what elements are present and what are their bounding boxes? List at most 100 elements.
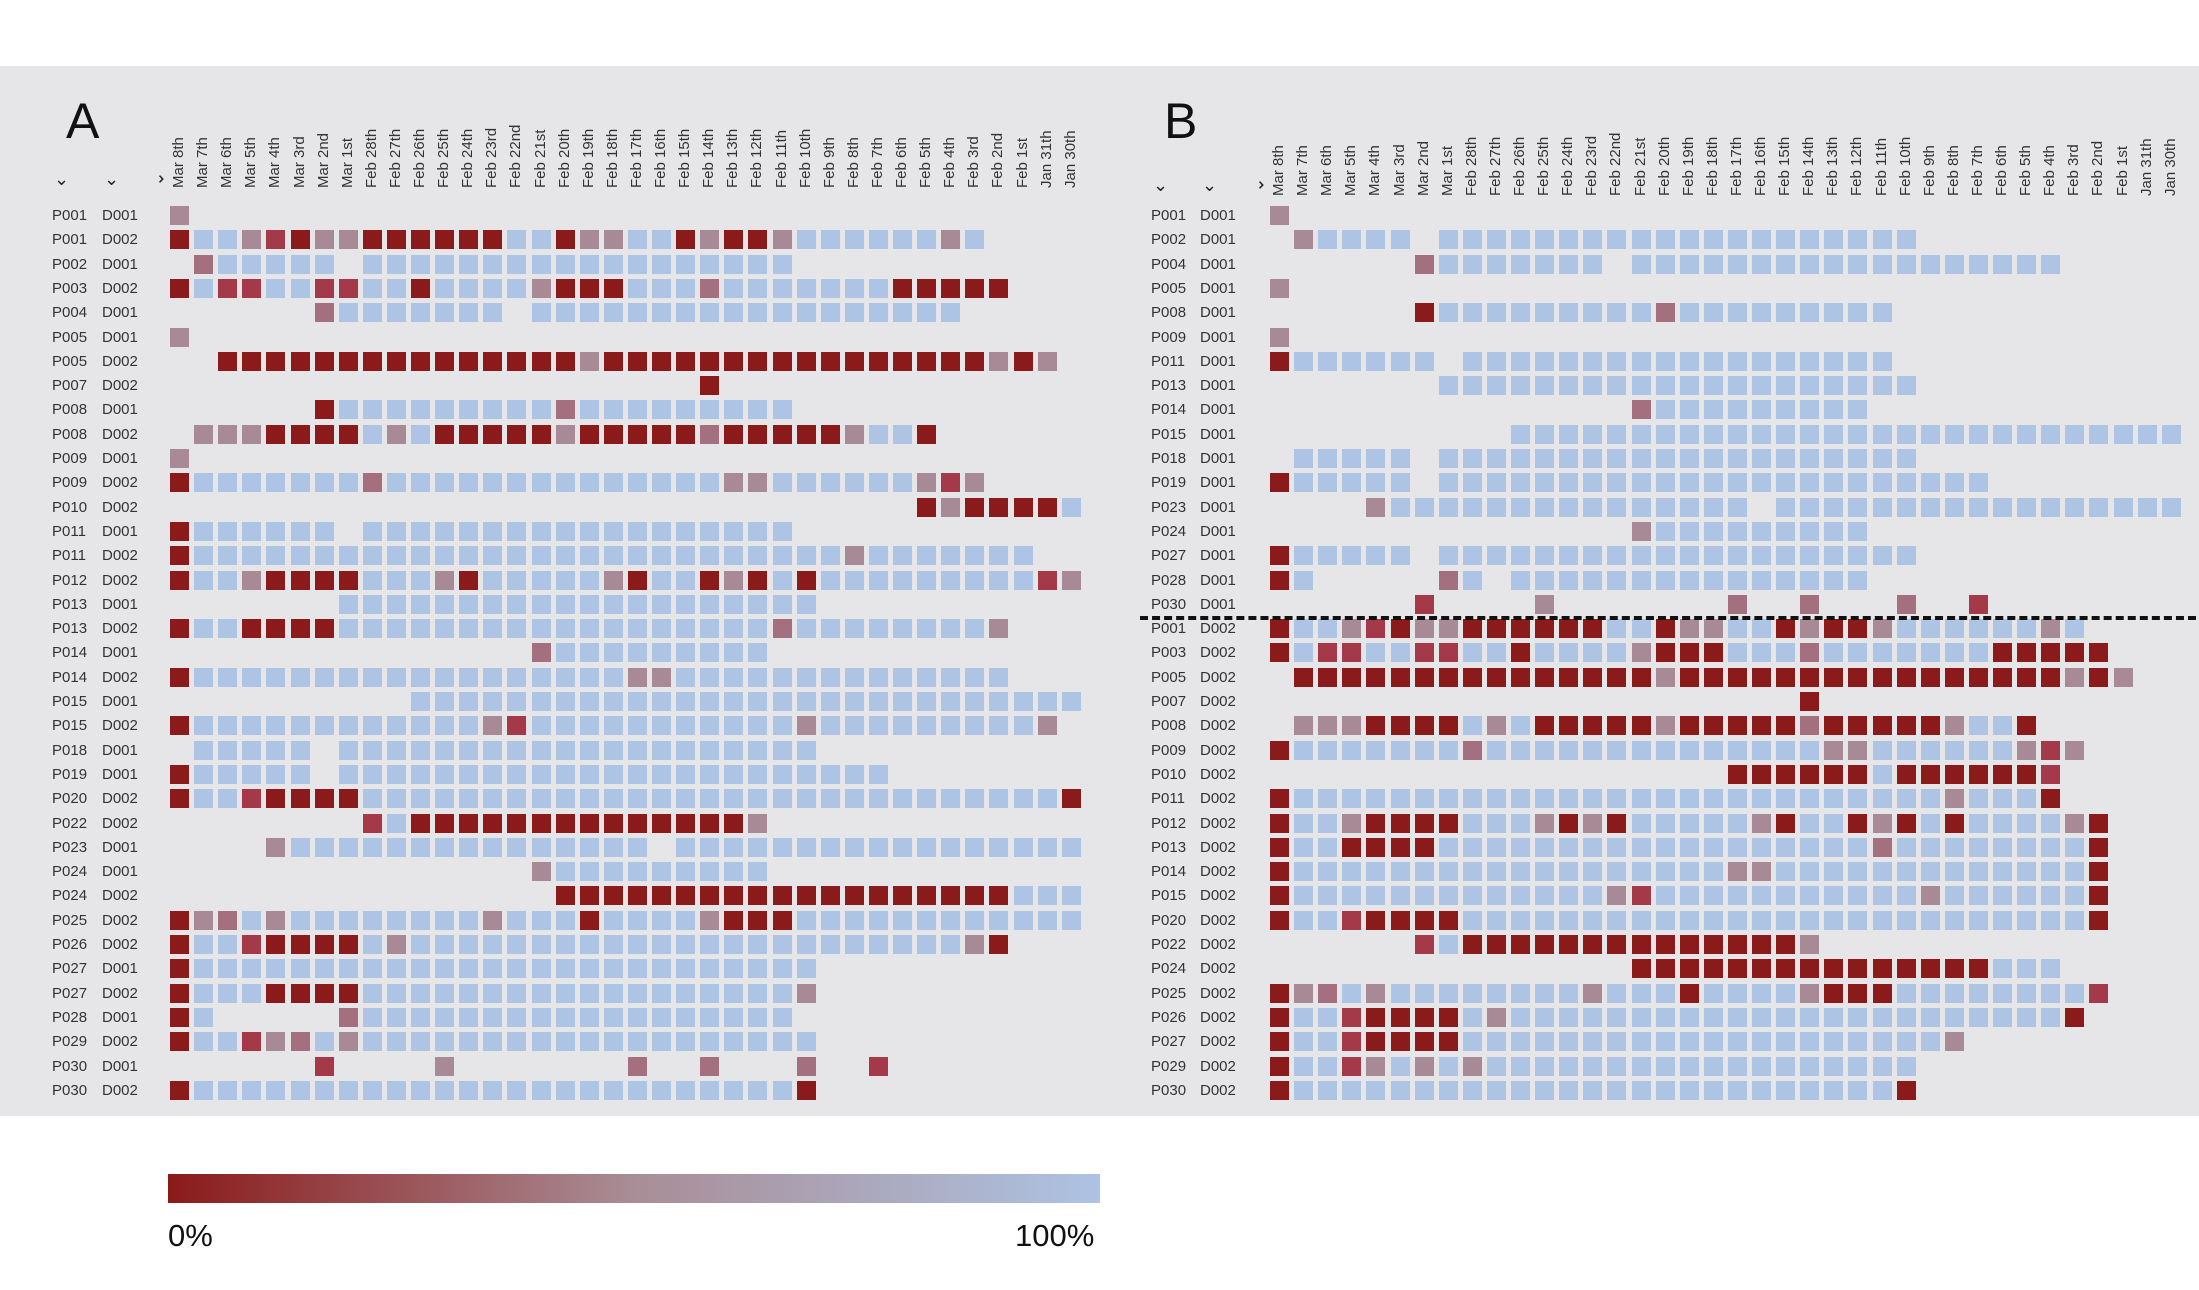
heatmap-cell [796,473,816,493]
heatmap-cell [941,837,961,857]
heatmap-cell [1824,230,1844,250]
heatmap-cell [1366,1007,1386,1027]
heatmap-cell [483,570,503,590]
heatmap-cell [917,473,937,493]
heatmap-cell [1318,643,1338,663]
heatmap-cell [748,983,768,1003]
row-sort-chevron-icon[interactable]: ⌄ [54,169,70,189]
heatmap-cell [1824,570,1844,590]
heatmap-cell [314,278,334,298]
heatmap-cell [1631,643,1651,663]
heatmap-cell [459,570,479,590]
heatmap-cell [989,667,1009,687]
row-label-participant: P030 [1151,595,1187,613]
heatmap-cell [724,813,744,833]
heatmap-cell [1013,789,1033,809]
heatmap-cell [676,643,696,663]
heatmap-cell [1703,789,1723,809]
color-scale-max-label: 100% [1015,1218,1095,1253]
heatmap-cell [1944,643,1964,663]
heatmap-cell [917,278,937,298]
heatmap-cell [1438,1007,1458,1027]
heatmap-cell [483,619,503,639]
heatmap-cell [652,351,671,371]
row-label-participant: P005 [52,352,88,370]
heatmap-cell [1968,594,1988,614]
row-label-device: D001 [102,207,138,224]
heatmap-cell [1390,813,1410,833]
heatmap-cell [2017,740,2037,760]
heatmap-cell [459,351,479,371]
row-sort-chevron-icon[interactable]: ⌄ [104,169,120,189]
heatmap-cell [1679,959,1699,979]
heatmap-cell [1342,740,1362,760]
heatmap-cell [1366,497,1386,517]
heatmap-cell [1655,837,1675,857]
row-label-device: D002 [102,814,138,832]
heatmap-cell [893,837,912,857]
heatmap-cell [411,473,430,493]
heatmap-cell [844,789,864,809]
column-header: Feb 28th [1462,136,1480,196]
heatmap-cell [1631,546,1651,566]
heatmap-cell [2017,983,2037,1003]
heatmap-cell [748,1032,768,1052]
heatmap-cell [724,473,744,493]
row-sort-chevron-icon[interactable]: ⌄ [1153,175,1169,195]
heatmap-cell [218,1080,238,1100]
heatmap-cell [266,521,286,541]
heatmap-cell [459,910,479,930]
heatmap-cell [2041,254,2061,274]
heatmap-cell [579,570,599,590]
heatmap-cell [1776,424,1796,444]
heatmap-cell [1679,230,1699,250]
heatmap-cell [1486,886,1506,906]
heatmap-cell [531,424,551,444]
row-sort-chevron-icon[interactable]: ⌄ [1202,175,1218,195]
heatmap-cell [603,619,623,639]
heatmap-cell [700,910,720,930]
heatmap-cell [1872,667,1892,687]
heatmap-cell [459,546,479,566]
heatmap-cell [362,521,382,541]
heatmap-cell [1679,862,1699,882]
heatmap-cell [1800,813,1820,833]
heatmap-cell [1559,424,1579,444]
heatmap-cell [772,230,792,250]
column-header: Feb 27th [1486,136,1504,196]
column-sort-chevron-icon[interactable]: ⌄ [147,171,168,187]
heatmap-cell [1583,740,1603,760]
heatmap-cell [1318,886,1338,906]
heatmap-cell [314,983,334,1003]
heatmap-cell [435,667,455,687]
heatmap-cell [386,424,406,444]
heatmap-cell [700,521,720,541]
heatmap-cell [1727,643,1747,663]
heatmap-cell [1631,1056,1651,1076]
heatmap-cell [242,789,262,809]
heatmap-cell [555,789,575,809]
heatmap-cell [1848,473,1868,493]
heatmap-cell [603,983,623,1003]
heatmap-cell [266,254,286,274]
column-sort-chevron-icon[interactable]: ⌄ [1247,177,1268,193]
row-label-participant: P015 [1151,887,1187,905]
heatmap-cell [411,716,430,736]
heatmap-cell [1800,570,1820,590]
heatmap-cell [844,351,864,371]
row-label-participant: P013 [52,595,88,613]
heatmap-cell [1800,497,1820,517]
row-label-participant: P023 [52,838,88,856]
heatmap-cell [1462,254,1482,274]
heatmap-cell [1294,619,1314,639]
heatmap-cell [652,740,671,760]
heatmap-cell [652,643,671,663]
heatmap-cell [772,619,792,639]
column-header: Feb 15th [676,128,694,188]
heatmap-cell [1776,935,1796,954]
heatmap-cell [1872,643,1892,663]
heatmap-cell [700,619,720,639]
row-label-participant: P012 [52,571,88,589]
heatmap-cell [1848,570,1868,590]
heatmap-cell [1583,1080,1603,1100]
